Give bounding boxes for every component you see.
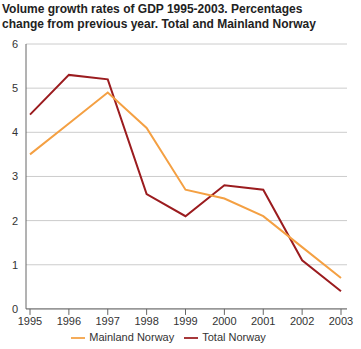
svg-text:1: 1 xyxy=(12,259,18,271)
svg-text:3: 3 xyxy=(12,170,18,182)
svg-text:2000: 2000 xyxy=(212,315,236,327)
svg-text:0: 0 xyxy=(12,303,18,315)
html-text:Total Norway: Total Norway xyxy=(202,330,266,343)
svg-text:1996: 1996 xyxy=(57,315,81,327)
html-text:Mainland Norway: Mainland Norway xyxy=(89,330,175,343)
svg-text:2002: 2002 xyxy=(290,315,314,327)
svg-text:1998: 1998 xyxy=(134,315,158,327)
svg-text:4: 4 xyxy=(12,126,18,138)
svg-text:6: 6 xyxy=(12,38,18,50)
svg-text:2003: 2003 xyxy=(329,315,353,327)
svg-text:1995: 1995 xyxy=(18,315,42,327)
svg-text:1997: 1997 xyxy=(96,315,120,327)
html-text:Volume growth rates of GDP 199: Volume growth rates of GDP 1995-2003. Pe… xyxy=(2,2,316,31)
svg-text:2: 2 xyxy=(12,215,18,227)
svg-text:1999: 1999 xyxy=(173,315,197,327)
svg-text:2001: 2001 xyxy=(251,315,275,327)
svg-text:5: 5 xyxy=(12,82,18,94)
